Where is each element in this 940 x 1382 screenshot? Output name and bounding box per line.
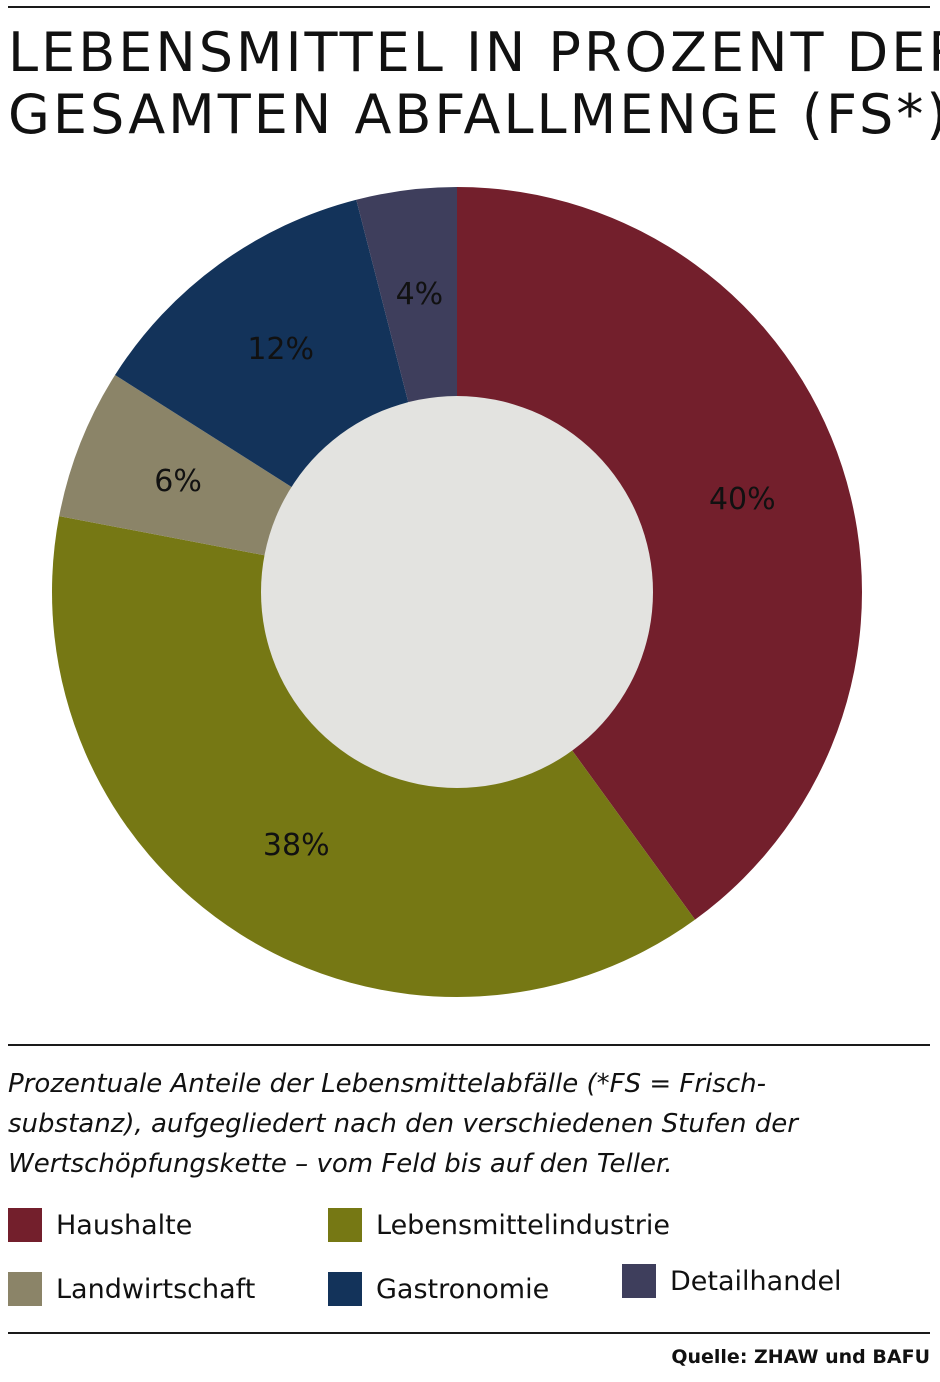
legend-label-detailhandel: Detailhandel <box>670 1265 842 1297</box>
footer-rule <box>8 1332 930 1334</box>
chart-caption: Prozentuale Anteile der Lebensmittelabfä… <box>8 1064 923 1184</box>
slice-labels-layer: 40% 38% 6% 12% 4% <box>154 277 775 863</box>
caption-line-1: Prozentuale Anteile der Lebensmittelabfä… <box>8 1069 766 1099</box>
slice-label-gastronomie: 12% <box>247 332 314 367</box>
legend-item-detailhandel: Detailhandel <box>622 1264 842 1298</box>
donut-center <box>261 396 653 788</box>
legend-label-gastronomie: Gastronomie <box>376 1273 550 1305</box>
legend-swatch-gastronomie <box>328 1272 362 1306</box>
caption-line-2: substanz), aufgegliedert nach den versch… <box>8 1109 798 1139</box>
legend-item-haushalte: Haushalte <box>8 1208 192 1242</box>
chart-title-line-1: LEBENSMITTEL IN PROZENT DER <box>8 21 940 84</box>
slice-label-haushalte: 40% <box>709 482 776 517</box>
slices-layer <box>51 187 863 998</box>
legend-item-gastronomie: Gastronomie <box>328 1272 549 1306</box>
legend-item-lebensmittelindustrie: Lebensmittelindustrie <box>328 1208 670 1242</box>
chart-title-line-2: GESAMTEN ABFALLMENGE (FS*) <box>8 83 940 146</box>
legend-swatch-lebensmittelindustrie <box>328 1208 362 1242</box>
slice-label-landwirtschaft: 6% <box>154 464 202 499</box>
legend-label-lebensmittelindustrie: Lebensmittelindustrie <box>376 1209 670 1241</box>
top-rule <box>8 6 930 8</box>
donut-chart: 40% 38% 6% 12% 4% <box>51 187 863 998</box>
source-note: Quelle: ZHAW und BAFU <box>671 1346 930 1368</box>
legend-label-landwirtschaft: Landwirtschaft <box>56 1273 256 1305</box>
slice-label-detailhandel: 4% <box>396 277 444 312</box>
slice-haushalte <box>457 187 863 920</box>
chart-title: LEBENSMITTEL IN PROZENT DER GESAMTEN ABF… <box>8 21 940 146</box>
slice-label-lebensmittelindustrie: 38% <box>263 828 330 863</box>
legend-swatch-detailhandel <box>622 1264 656 1298</box>
legend-swatch-haushalte <box>8 1208 42 1242</box>
legend-item-landwirtschaft: Landwirtschaft <box>8 1272 255 1306</box>
legend-label-haushalte: Haushalte <box>56 1209 193 1241</box>
legend-swatch-landwirtschaft <box>8 1272 42 1306</box>
caption-line-3: Wertschöpfungskette – vom Feld bis auf d… <box>8 1149 673 1179</box>
caption-rule <box>8 1044 930 1046</box>
